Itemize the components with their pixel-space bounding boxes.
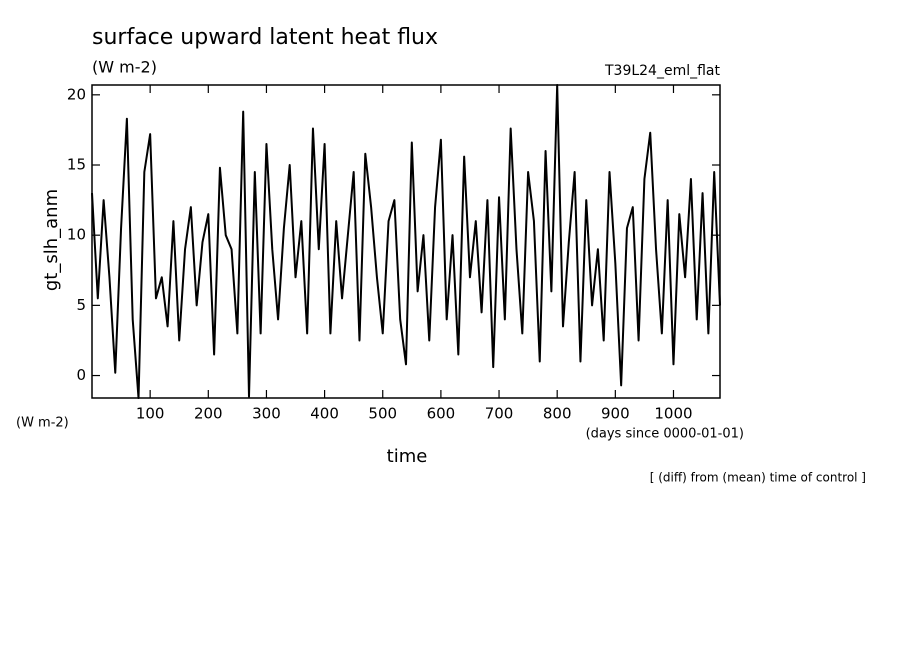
y-axis-label: gt_slh_anm: [41, 189, 62, 291]
x-tick-label: 500: [368, 405, 397, 423]
x-tick-label: 900: [601, 405, 630, 423]
data-line: [91, 84, 721, 399]
x-axis-label: time: [387, 446, 428, 467]
x-tick-label: 800: [543, 405, 572, 423]
units-left: (W m-2): [16, 416, 69, 431]
y-tick-label: 10: [67, 226, 86, 244]
y-tick-label: 20: [67, 85, 86, 103]
x-units: (days since 0000-01-01): [586, 427, 744, 442]
chart-title: surface upward latent heat flux: [92, 25, 438, 50]
x-tick-label: 400: [310, 405, 339, 423]
plot-frame: [91, 84, 721, 399]
y-tick-label: 5: [76, 296, 86, 314]
y-tick-label: 15: [67, 156, 86, 174]
x-tick-label: 200: [194, 405, 223, 423]
x-tick-label: 1000: [654, 405, 692, 423]
y-tick-label: 0: [76, 366, 86, 384]
note: [ (diff) from (mean) time of control ]: [650, 471, 866, 485]
x-tick-label: 100: [136, 405, 165, 423]
x-tick-label: 300: [252, 405, 281, 423]
x-tick-label: 600: [427, 405, 456, 423]
experiment-label: T39L24_eml_flat: [604, 63, 721, 79]
x-tick-label: 700: [485, 405, 514, 423]
units-top: (W m-2): [92, 58, 157, 77]
